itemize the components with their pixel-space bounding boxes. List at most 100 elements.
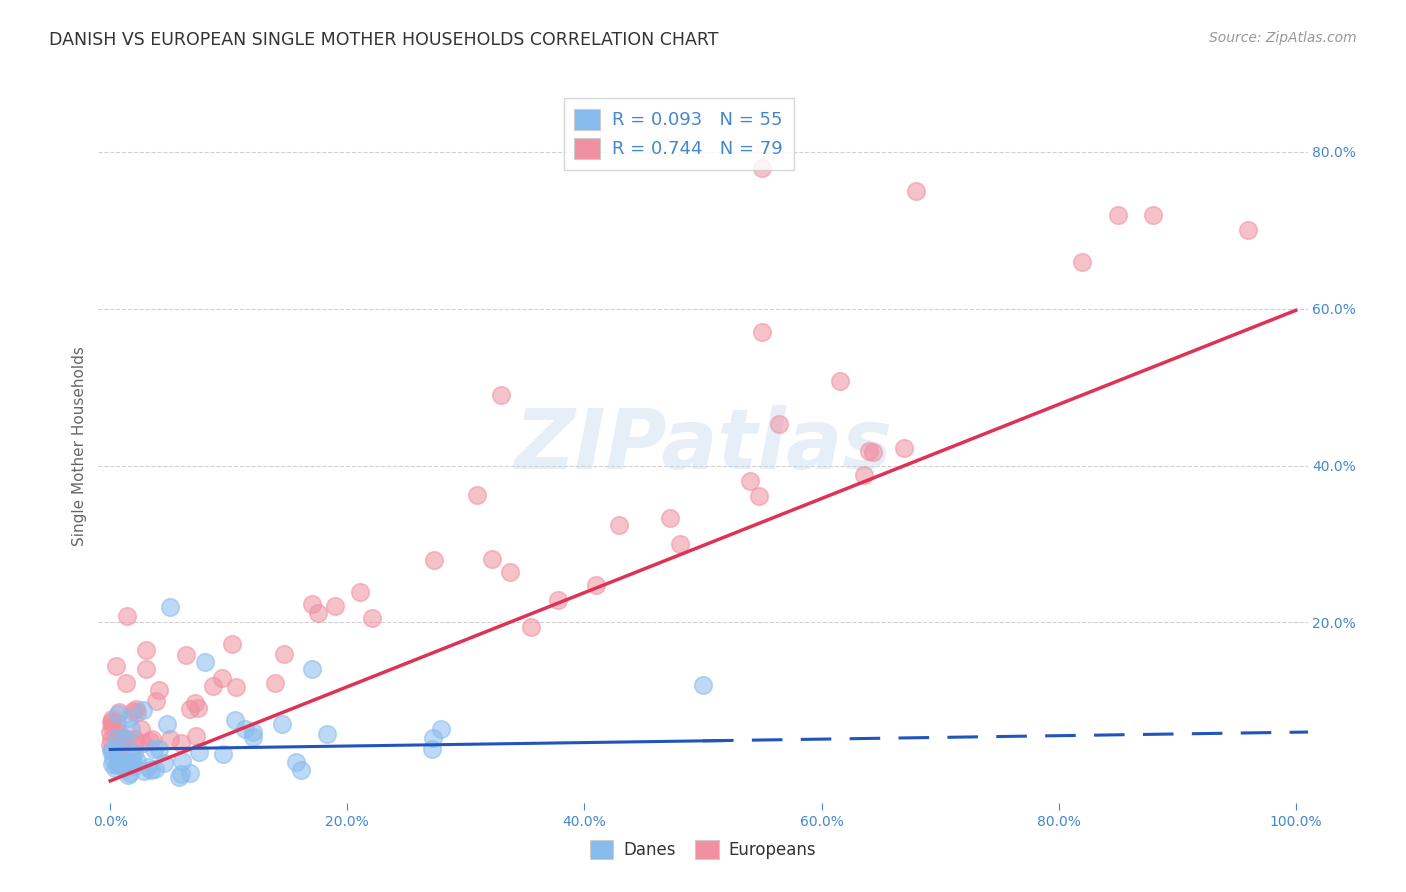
Point (1071, 254, 1094, 268)
Point (148, 683, 170, 698)
Point (301, 663, 323, 677)
Point (100, 744, 122, 758)
Point (135, 643, 157, 657)
Point (121, 750, 143, 764)
Point (585, 578, 607, 592)
Point (100, 731, 122, 746)
Point (101, 752, 124, 766)
Point (110, 756, 132, 770)
Point (669, 537, 692, 551)
Point (224, 714, 246, 728)
Point (1237, 223, 1260, 237)
Point (100, 738, 122, 752)
Point (498, 565, 520, 579)
Text: DANISH VS EUROPEAN SINGLE MOTHER HOUSEHOLDS CORRELATION CHART: DANISH VS EUROPEAN SINGLE MOTHER HOUSEHO… (49, 31, 718, 49)
Point (491, 388, 513, 402)
Point (242, 730, 264, 744)
Point (176, 648, 198, 662)
Point (108, 705, 131, 719)
Point (142, 741, 165, 756)
Point (100, 724, 122, 739)
Point (429, 723, 451, 737)
Point (122, 759, 145, 773)
Point (141, 731, 163, 746)
Point (127, 705, 149, 719)
Point (138, 760, 160, 774)
Point (132, 736, 155, 750)
Point (862, 445, 884, 459)
Point (323, 599, 346, 613)
Point (233, 722, 256, 736)
Point (201, 679, 224, 693)
Point (212, 747, 235, 762)
Point (115, 609, 138, 624)
Point (607, 518, 630, 533)
Legend: Danes, Europeans: Danes, Europeans (583, 833, 823, 866)
Point (905, 184, 928, 198)
Point (852, 468, 875, 483)
Point (105, 731, 128, 746)
Point (118, 711, 141, 725)
Point (179, 702, 201, 716)
Point (748, 489, 770, 503)
Point (132, 764, 155, 779)
Point (170, 754, 193, 768)
Text: ZIPatlas: ZIPatlas (515, 406, 891, 486)
Point (751, 161, 773, 175)
Point (124, 702, 146, 716)
Point (107, 726, 129, 740)
Point (290, 763, 312, 777)
Point (110, 732, 132, 747)
Point (135, 662, 157, 676)
Point (170, 736, 193, 750)
Point (101, 743, 124, 757)
Point (264, 676, 287, 690)
Point (159, 732, 181, 747)
Point (170, 767, 193, 781)
Point (271, 717, 294, 731)
Point (122, 739, 145, 753)
Point (519, 620, 541, 634)
Point (420, 742, 443, 756)
Point (114, 731, 136, 745)
Point (117, 756, 139, 771)
Point (101, 720, 124, 734)
Point (129, 722, 152, 736)
Point (148, 742, 170, 756)
Point (120, 756, 142, 770)
Point (187, 701, 209, 715)
Point (112, 732, 135, 747)
Point (273, 647, 295, 661)
Point (301, 598, 323, 612)
Point (105, 716, 128, 731)
Point (768, 417, 790, 431)
Point (547, 593, 569, 607)
Point (221, 637, 243, 651)
Point (211, 671, 233, 685)
Point (194, 655, 217, 669)
Point (100, 714, 122, 729)
Point (751, 326, 773, 340)
Point (132, 703, 155, 717)
Point (110, 748, 132, 763)
Point (481, 551, 503, 566)
Point (422, 731, 444, 745)
Point (738, 475, 761, 489)
Point (893, 441, 915, 455)
Point (349, 585, 371, 599)
Point (830, 374, 852, 388)
Point (659, 511, 682, 525)
Point (120, 722, 142, 736)
Point (112, 761, 135, 775)
Point (124, 732, 146, 747)
Point (120, 756, 142, 771)
Point (145, 694, 167, 708)
Point (307, 606, 329, 620)
Point (100, 712, 122, 726)
Point (225, 680, 247, 694)
Point (105, 757, 128, 772)
Point (1107, 208, 1129, 222)
Point (105, 659, 128, 673)
Point (101, 757, 124, 772)
Point (101, 715, 124, 730)
